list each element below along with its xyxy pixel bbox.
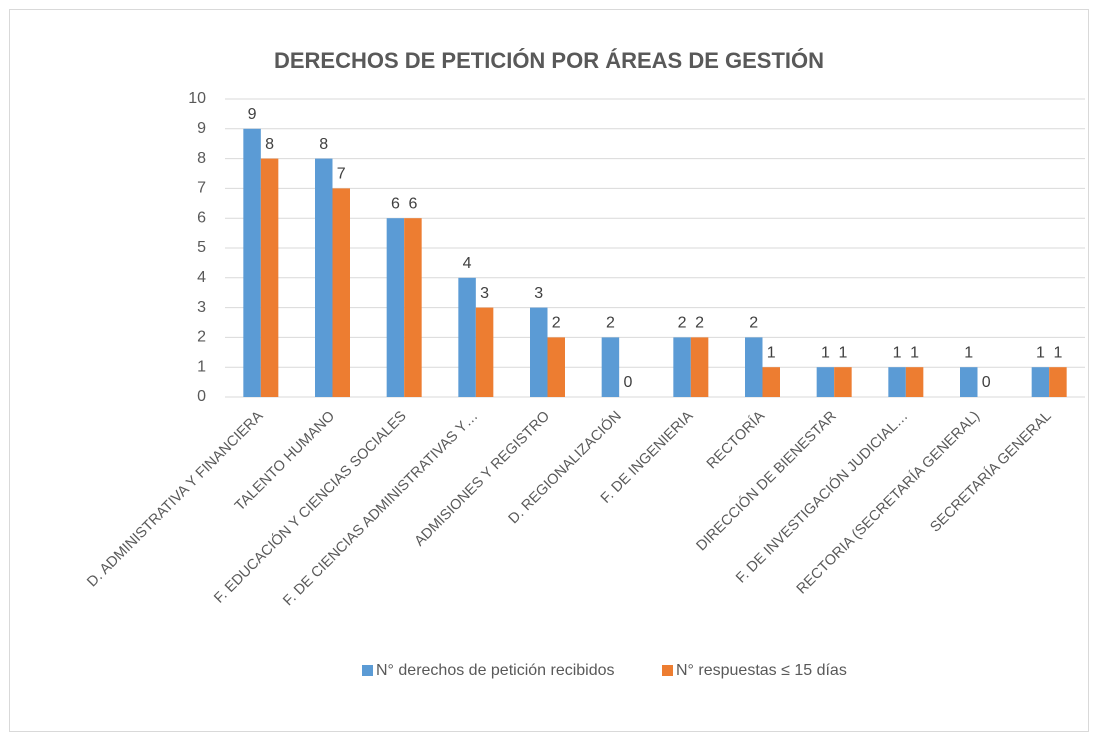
bar xyxy=(762,367,780,397)
bar xyxy=(905,367,924,397)
data-label: 0 xyxy=(623,374,632,391)
data-label: 1 xyxy=(1036,344,1045,361)
bar xyxy=(332,188,350,397)
bar xyxy=(834,367,852,397)
legend-label: N° respuestas ≤ 15 días xyxy=(676,662,847,679)
y-tick-label: 7 xyxy=(197,180,206,197)
data-label: 2 xyxy=(749,315,758,332)
data-label: 8 xyxy=(319,136,328,153)
data-label: 1 xyxy=(821,344,830,361)
data-label: 2 xyxy=(695,315,704,332)
data-label: 0 xyxy=(982,374,991,391)
bar xyxy=(745,337,763,397)
bar xyxy=(673,337,691,397)
y-tick-label: 3 xyxy=(197,299,206,316)
bar xyxy=(1031,367,1050,397)
bar xyxy=(690,337,709,397)
bar xyxy=(960,367,978,397)
bar xyxy=(260,158,279,397)
bar xyxy=(458,277,476,397)
y-tick-label: 8 xyxy=(197,150,206,167)
y-tick-label: 2 xyxy=(197,329,206,346)
data-label: 2 xyxy=(606,315,615,332)
y-tick-label: 5 xyxy=(197,239,206,256)
bar xyxy=(530,307,548,397)
data-label: 4 xyxy=(463,255,472,272)
legend-swatch xyxy=(362,665,373,676)
y-tick-label: 6 xyxy=(197,209,206,226)
data-label: 3 xyxy=(534,285,543,302)
data-label: 1 xyxy=(964,344,973,361)
data-label: 2 xyxy=(678,315,687,332)
bar xyxy=(1049,367,1067,397)
data-label: 7 xyxy=(337,166,346,183)
bar xyxy=(404,218,422,397)
bar xyxy=(601,337,620,397)
data-label: 1 xyxy=(910,344,919,361)
data-label: 9 xyxy=(248,106,257,123)
y-tick-label: 1 xyxy=(197,358,206,375)
data-label: 1 xyxy=(893,344,902,361)
data-label: 6 xyxy=(391,195,400,212)
data-label: 1 xyxy=(838,344,847,361)
data-label: 1 xyxy=(1053,344,1062,361)
data-label: 8 xyxy=(265,136,274,153)
data-label: 3 xyxy=(480,285,489,302)
legend-swatch xyxy=(662,665,673,676)
y-tick-label: 0 xyxy=(197,388,206,405)
bar xyxy=(816,367,835,397)
data-label: 2 xyxy=(552,315,561,332)
y-tick-label: 4 xyxy=(197,269,206,286)
bar xyxy=(475,307,494,397)
bar xyxy=(547,337,565,397)
bar xyxy=(243,128,261,398)
legend-label: N° derechos de petición recibidos xyxy=(376,662,615,679)
y-tick-label: 10 xyxy=(188,90,206,107)
bar xyxy=(888,367,906,397)
bar xyxy=(386,218,405,397)
data-label: 6 xyxy=(408,195,417,212)
chart-title: DERECHOS DE PETICIÓN POR ÁREAS DE GESTIÓ… xyxy=(274,48,824,73)
y-tick-label: 9 xyxy=(197,120,206,137)
bar xyxy=(315,158,333,397)
data-label: 1 xyxy=(767,344,776,361)
